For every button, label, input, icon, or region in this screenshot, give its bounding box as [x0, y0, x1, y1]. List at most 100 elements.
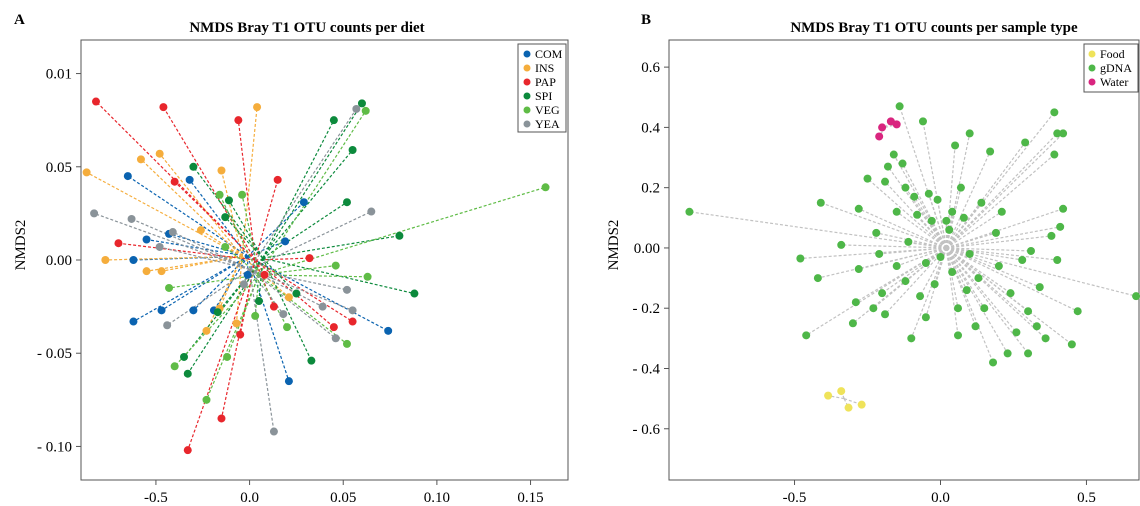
- spider-line: [910, 247, 947, 339]
- data-point-pap: [159, 103, 168, 112]
- spider-line: [254, 259, 275, 307]
- data-point-gdna: [851, 298, 860, 307]
- panel-b-spider-lines: [689, 106, 1137, 408]
- data-point-pap: [183, 446, 192, 455]
- panel-b-title: NMDS Bray T1 OTU counts per sample type: [790, 20, 1078, 36]
- legend-label-gdna: gDNA: [1100, 61, 1132, 75]
- data-point-gdna: [837, 240, 846, 249]
- legend-marker-water: [1088, 78, 1096, 86]
- spider-line: [205, 256, 243, 332]
- data-point-gdna: [1047, 231, 1056, 240]
- spider-line: [258, 264, 336, 276]
- spider-line: [166, 268, 250, 326]
- data-point-gdna: [924, 189, 933, 198]
- data-point-gdna: [921, 259, 930, 268]
- data-point-ins: [136, 155, 145, 164]
- spider-line: [881, 247, 947, 294]
- spider-line: [945, 247, 1011, 294]
- legend-label-com: COM: [535, 47, 563, 61]
- spider-line: [896, 211, 947, 249]
- data-point-water: [878, 123, 887, 132]
- data-point-gdna: [956, 183, 965, 192]
- data-point-veg: [221, 242, 230, 251]
- x-tick-label: 0.0: [240, 490, 259, 506]
- spider-line: [262, 149, 354, 259]
- spider-line: [945, 132, 1064, 249]
- spider-line: [262, 103, 363, 259]
- spider-line: [945, 142, 1026, 249]
- data-point-spi: [213, 308, 222, 317]
- data-point-gdna: [813, 274, 822, 283]
- spider-line: [249, 268, 353, 311]
- data-point-gdna: [907, 334, 916, 343]
- data-point-gdna: [1012, 328, 1021, 337]
- data-point-yea: [163, 321, 172, 330]
- panel-b-y-ticks: 0.6 0.4 0.2 0.00 - 0.2 - 0.4 - 0.6: [633, 60, 669, 438]
- spider-line: [946, 247, 1058, 261]
- data-point-ins: [155, 149, 164, 158]
- y-tick-label: 0.01: [46, 67, 72, 83]
- spider-line: [159, 153, 243, 257]
- data-point-yea: [367, 207, 376, 216]
- spider-line: [172, 231, 250, 270]
- data-point-gdna: [901, 183, 910, 192]
- data-point-gdna: [1132, 292, 1140, 301]
- panel-a-legend-box: [517, 43, 567, 133]
- spider-line: [945, 133, 971, 249]
- y-tick-label: 0.00: [46, 253, 72, 269]
- spider-line: [258, 274, 348, 345]
- spider-line: [879, 247, 947, 255]
- spider-line: [908, 241, 947, 249]
- data-point-pap: [114, 239, 123, 248]
- data-point-gdna: [1056, 222, 1065, 231]
- data-point-gdna: [916, 292, 925, 301]
- spider-line: [235, 256, 243, 324]
- data-point-gdna: [901, 277, 910, 286]
- data-point-gdna: [948, 207, 957, 216]
- x-tick-label: 0.05: [330, 490, 356, 506]
- data-point-ins: [232, 319, 241, 328]
- x-tick-label: -0.5: [783, 490, 807, 506]
- legend-label-ins: INS: [535, 61, 554, 75]
- spider-line: [858, 208, 947, 249]
- legend-marker-pap: [523, 78, 531, 86]
- spider-line: [249, 108, 357, 270]
- data-point-pap: [348, 317, 357, 326]
- data-point-com: [157, 306, 166, 315]
- panel-a: A NMDS Bray T1 OTU counts per diet NMDS2…: [13, 12, 569, 506]
- data-point-yea: [331, 334, 340, 343]
- spider-line: [248, 269, 275, 432]
- data-point-gdna: [954, 304, 963, 313]
- spider-line: [928, 193, 947, 249]
- spider-line: [205, 274, 260, 401]
- y-tick-label: 0.6: [641, 60, 660, 76]
- spider-line: [946, 247, 1078, 312]
- x-tick-label: 0.5: [1077, 490, 1096, 506]
- data-point-pap: [91, 97, 100, 106]
- data-point-gdna: [989, 358, 998, 367]
- spider-line: [168, 233, 248, 257]
- data-point-pap: [269, 302, 278, 311]
- data-point-veg: [165, 283, 174, 292]
- data-point-spi: [221, 213, 230, 222]
- data-point-com: [281, 237, 290, 246]
- spider-line: [841, 244, 947, 249]
- data-point-gdna: [1073, 307, 1082, 316]
- panel-a-plot-frame: [80, 39, 569, 481]
- data-point-yea: [127, 214, 136, 223]
- data-point-gdna: [875, 249, 884, 258]
- data-point-gdna: [883, 162, 892, 171]
- data-point-spi: [254, 297, 263, 306]
- panel-a-spider-lines: [86, 101, 546, 451]
- data-point-gdna: [936, 252, 945, 261]
- data-point-yea: [352, 104, 361, 113]
- spider-line: [946, 247, 1040, 288]
- spider-line: [192, 166, 264, 259]
- spider-line: [946, 247, 1137, 297]
- spider-line: [254, 259, 353, 323]
- spider-line: [946, 226, 1061, 249]
- spider-line: [945, 151, 991, 249]
- data-point-pap: [305, 254, 314, 263]
- spider-line: [219, 256, 243, 309]
- spider-line: [237, 120, 256, 261]
